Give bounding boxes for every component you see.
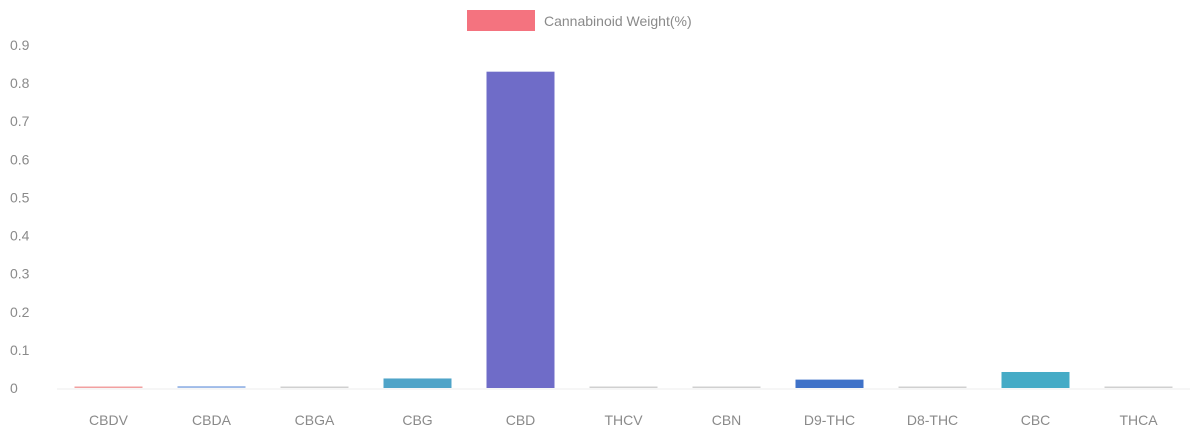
y-tick-label: 0.6	[10, 151, 30, 167]
y-axis: 0 0.1 0.2 0.3 0.4 0.5 0.6 0.7 0.8 0.9	[10, 37, 30, 396]
x-tick-label: CBD	[506, 412, 536, 428]
bar-cbc	[1001, 371, 1070, 388]
x-tick-label: CBDA	[192, 412, 232, 428]
y-tick-label: 0.2	[10, 304, 30, 320]
y-tick-label: 0.3	[10, 266, 30, 282]
bar-d9-thc	[795, 379, 864, 388]
y-tick-label: 0.9	[10, 37, 30, 53]
legend: Cannabinoid Weight(%)	[467, 10, 692, 31]
bars	[74, 71, 1173, 388]
y-tick-label: 0	[10, 380, 18, 396]
x-tick-label: CBC	[1021, 412, 1051, 428]
bar-cbda	[177, 386, 246, 388]
legend-label: Cannabinoid Weight(%)	[544, 13, 692, 29]
x-tick-label: THCA	[1119, 412, 1158, 428]
bar-d8-thc	[898, 386, 967, 388]
y-tick-label: 0.4	[10, 228, 30, 244]
bar-thca	[1104, 386, 1173, 388]
x-axis: CBDV CBDA CBGA CBG CBD THCV CBN D9-THC D8-THC CBC…	[57, 388, 1190, 428]
bar-cbd	[486, 71, 555, 388]
bar-cbn	[692, 386, 761, 388]
y-tick-label: 0.7	[10, 113, 30, 129]
x-tick-label: D9-THC	[804, 412, 855, 428]
bar-cbdv	[74, 386, 143, 388]
bar-thcv	[589, 386, 658, 388]
y-tick-label: 0.8	[10, 75, 30, 91]
legend-swatch	[467, 10, 535, 31]
x-tick-label: CBN	[712, 412, 742, 428]
bar-cbga	[280, 386, 349, 388]
y-tick-label: 0.1	[10, 342, 30, 358]
x-tick-label: D8-THC	[907, 412, 958, 428]
bar-cbg	[383, 378, 452, 388]
x-tick-label: CBDV	[89, 412, 129, 428]
y-tick-label: 0.5	[10, 189, 30, 205]
x-tick-label: THCV	[604, 412, 643, 428]
x-tick-label: CBGA	[295, 412, 335, 428]
x-tick-label: CBG	[402, 412, 432, 428]
